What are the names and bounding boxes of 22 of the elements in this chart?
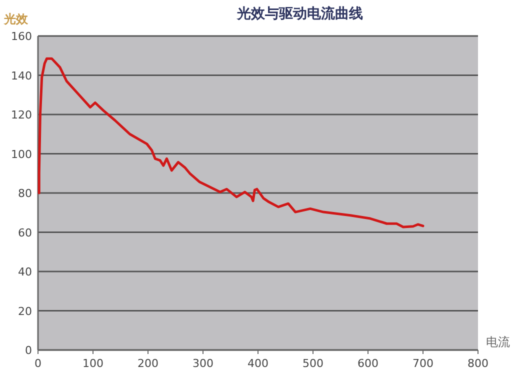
chart-title: 光效与驱动电流曲线: [236, 5, 363, 22]
y-tick-label: 40: [18, 266, 32, 278]
y-tick-label: 160: [11, 30, 32, 43]
x-tick-label: 600: [358, 357, 378, 370]
y-axis-title: 光效: [3, 12, 29, 26]
x-tick-label: 0: [34, 357, 42, 370]
y-tick-label: 20: [18, 304, 32, 318]
y-tick-label: 80: [18, 187, 32, 200]
y-tick-label: 100: [11, 148, 32, 161]
x-tick-label: 500: [302, 357, 324, 370]
line-series: [38, 57, 424, 228]
x-tick-label: 200: [138, 357, 158, 370]
x-axis-title: 电流: [486, 335, 510, 349]
x-tick-label: 800: [468, 357, 488, 370]
y-tick-label: 140: [11, 69, 32, 82]
y-tick-label: 0: [25, 344, 32, 357]
x-tick-label: 300: [192, 357, 214, 370]
y-tick-label: 120: [11, 108, 32, 122]
x-tick-label: 100: [82, 357, 104, 370]
x-tick-label: 700: [412, 357, 434, 370]
y-tick-label: 60: [18, 226, 32, 240]
x-tick-label: 400: [248, 357, 268, 370]
